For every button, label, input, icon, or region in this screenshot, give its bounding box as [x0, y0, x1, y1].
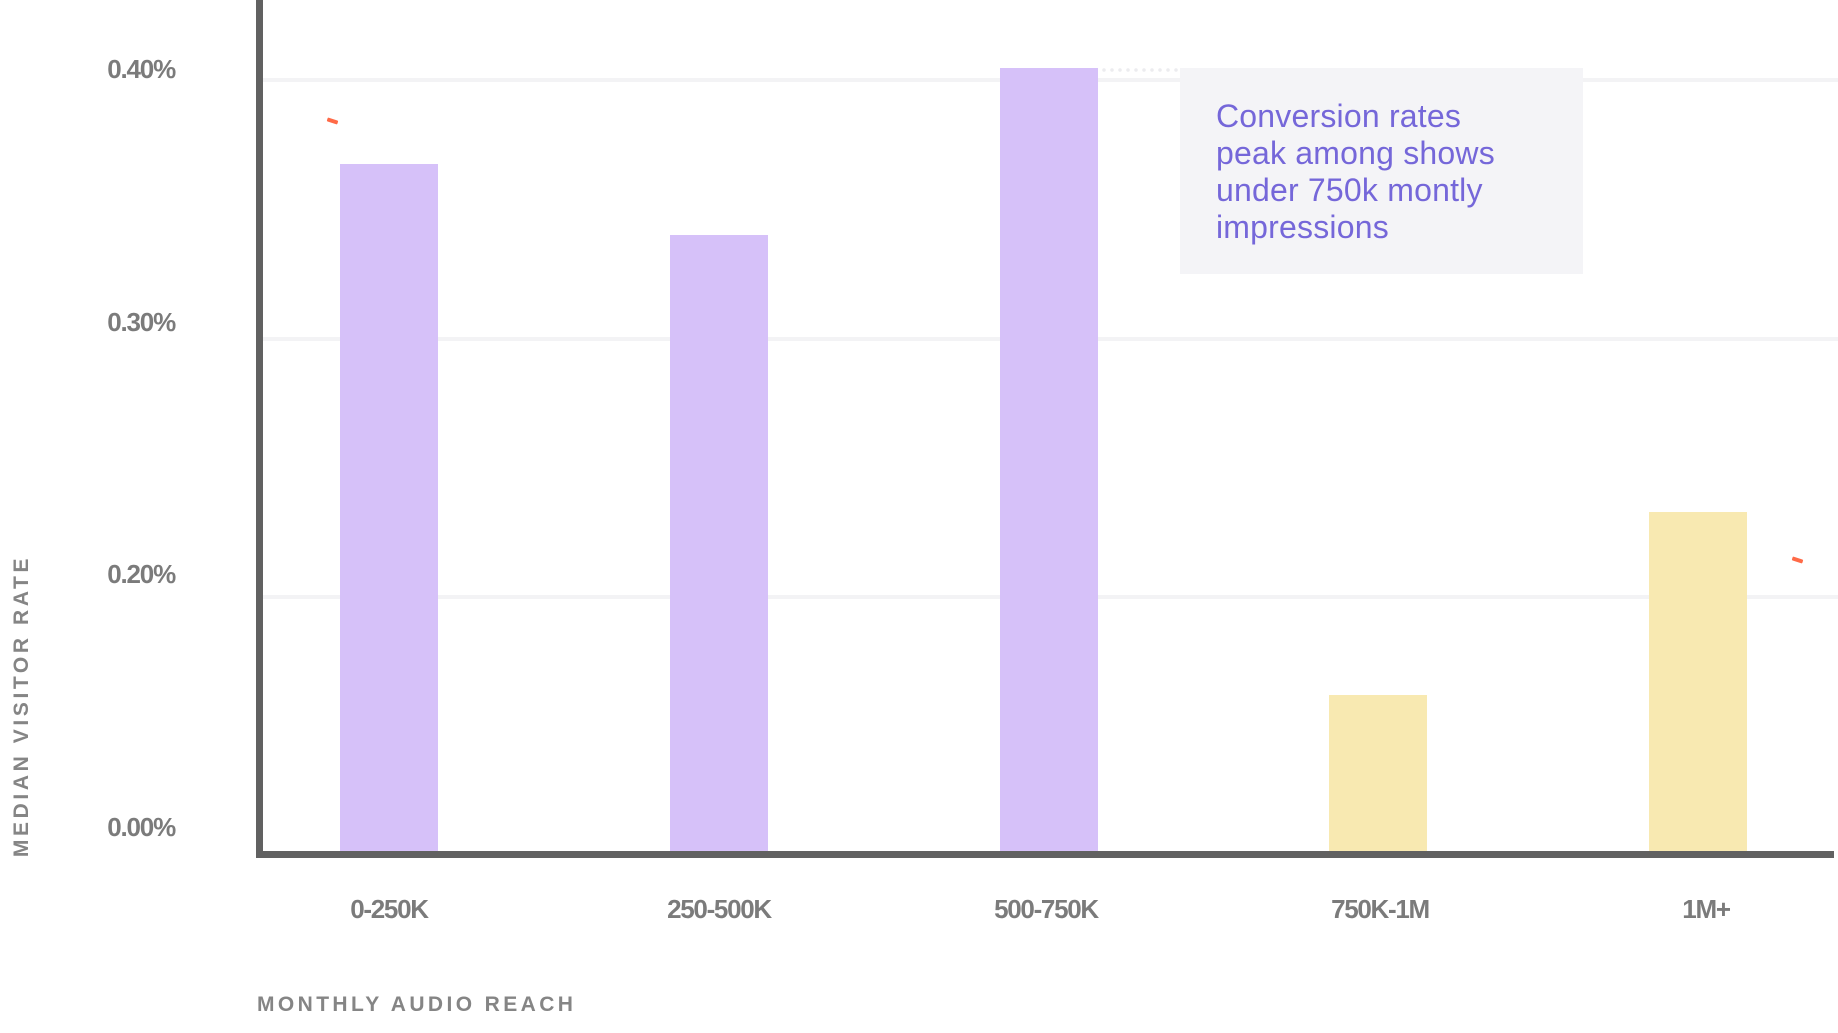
y-tick-label: 0.40%	[107, 54, 176, 84]
annotation-text-line: peak among shows	[1216, 135, 1495, 171]
bar-250-500k	[670, 235, 768, 854]
x-tick-label: 0-250K	[350, 894, 429, 924]
reference-marker	[1791, 556, 1804, 564]
y-axis-line	[256, 0, 263, 858]
annotation-text-line: under 750k montly	[1216, 172, 1483, 208]
y-tick-label: 0.20%	[107, 559, 176, 589]
reference-marker	[326, 117, 339, 125]
x-axis-title: MONTHLY AUDIO REACH	[257, 993, 577, 1016]
y-tick-label: 0.30%	[107, 307, 176, 337]
y-tick-label: 0.00%	[107, 812, 176, 842]
bar-1m-plus	[1649, 512, 1747, 854]
bar-500-750k	[1000, 68, 1098, 854]
x-axis-line	[256, 851, 1834, 858]
y-axis-title: MEDIAN VISITOR RATE	[10, 554, 33, 858]
bar-0-250k	[340, 164, 438, 854]
annotation-text-line: Conversion rates	[1216, 98, 1462, 134]
x-tick-label: 500-750K	[994, 894, 1099, 924]
annotation-text-line: impressions	[1216, 209, 1389, 245]
bar-750k-1m	[1329, 695, 1427, 854]
x-tick-label: 250-500K	[667, 894, 772, 924]
x-tick-label: 1M+	[1682, 894, 1731, 924]
x-tick-label: 750K-1M	[1331, 894, 1430, 924]
annotation-callout: Conversion rates peak among shows under …	[1180, 68, 1583, 274]
annotation-leader-line	[1100, 68, 1180, 72]
